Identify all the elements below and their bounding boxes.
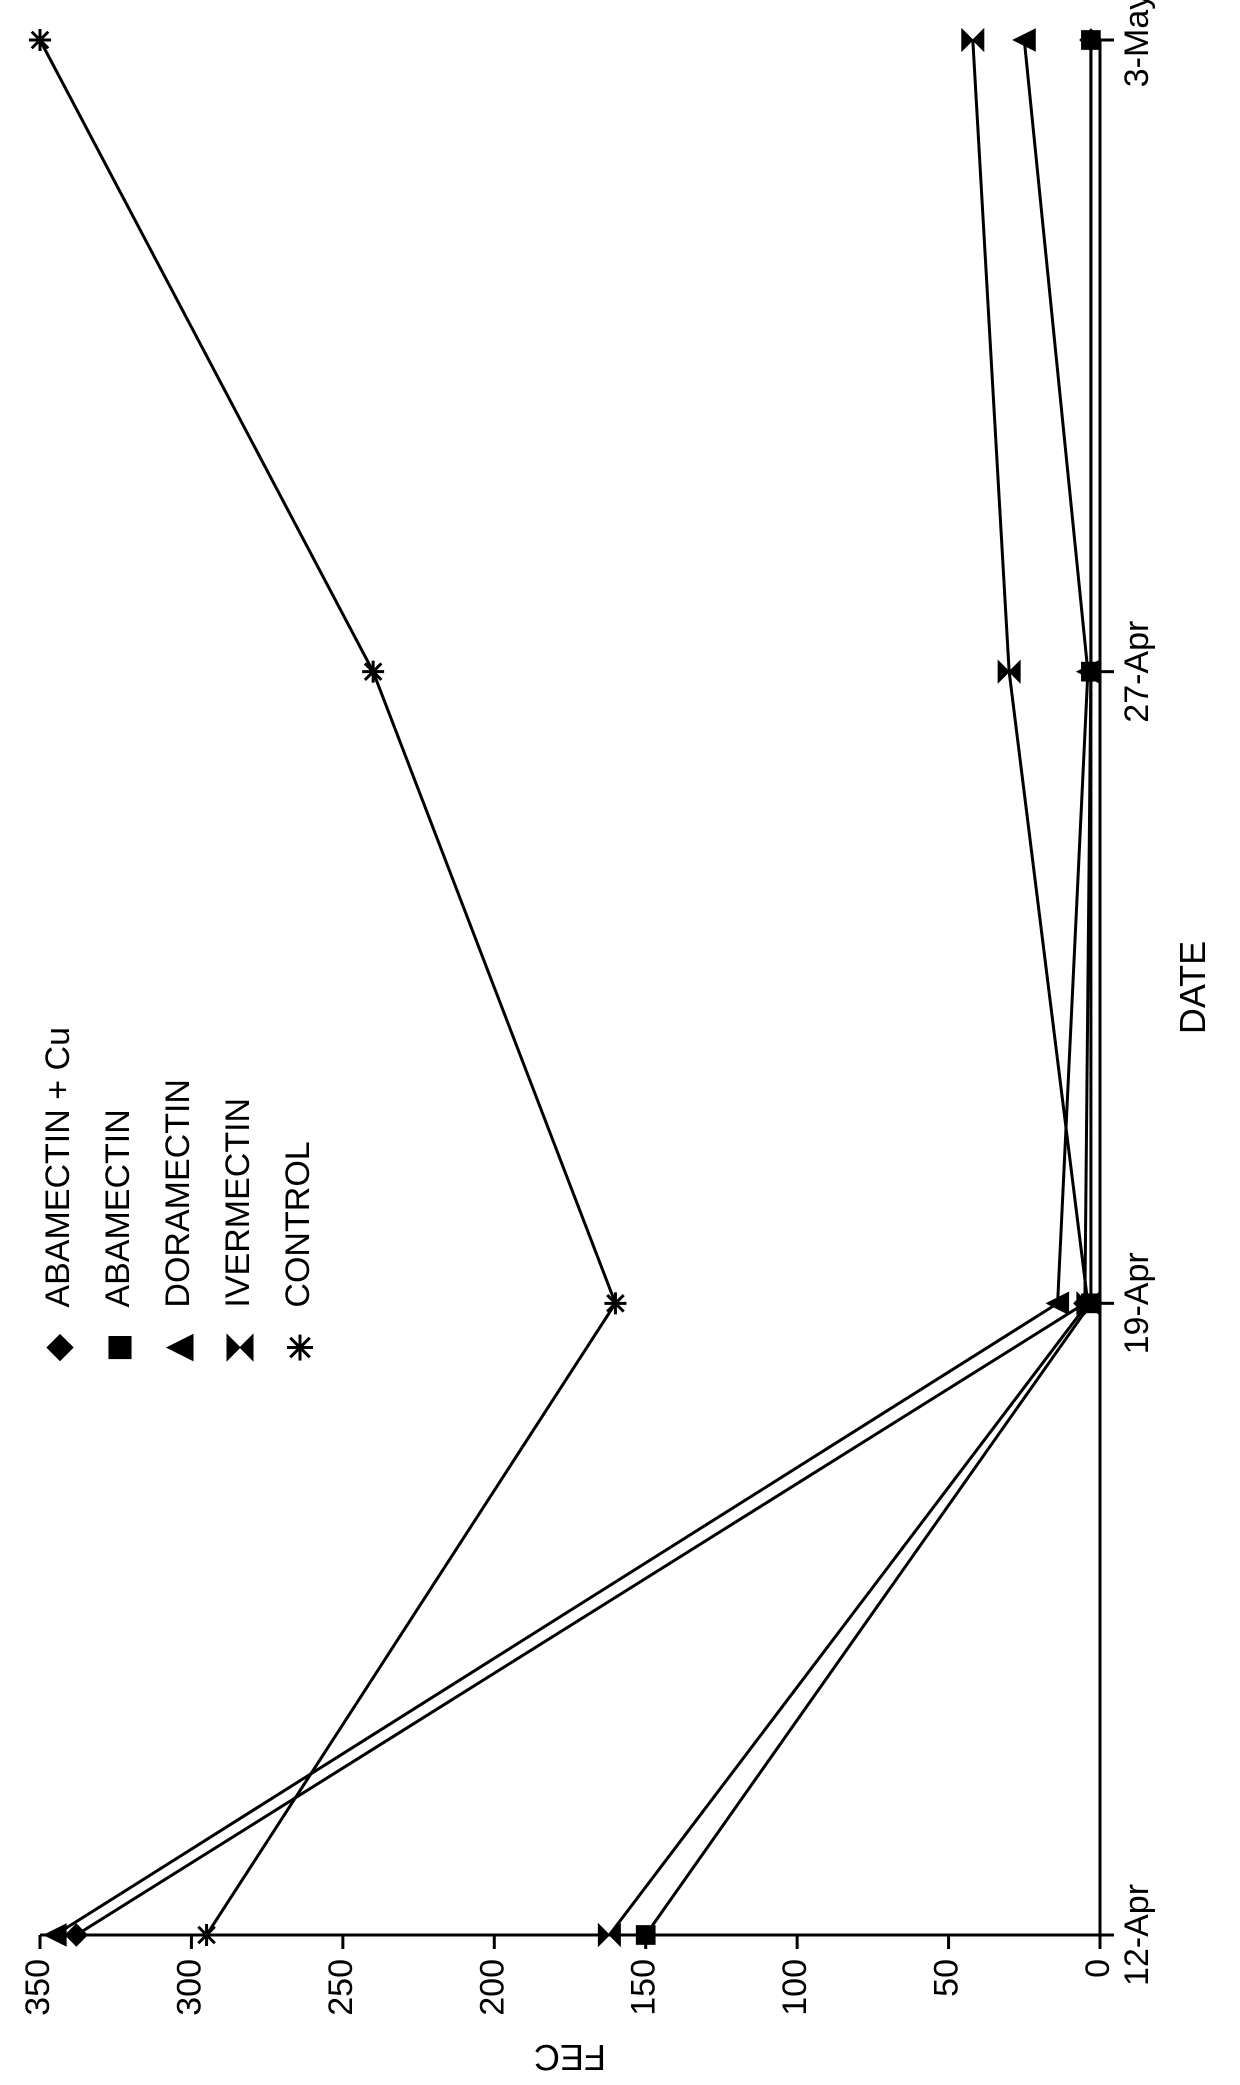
x-axis-label: DATE <box>1172 941 1213 1034</box>
y-tick-label: 200 <box>473 1959 511 2016</box>
series-line <box>609 40 1088 1935</box>
series-marker <box>1082 31 1101 50</box>
legend-item: ABAMECTIN + Cu <box>39 1027 77 1361</box>
y-tick-label: 50 <box>928 1959 966 1997</box>
legend-label: ABAMECTIN + Cu <box>39 1027 77 1308</box>
x-tick-label: 3-May <box>1118 0 1156 87</box>
series-marker <box>636 1926 655 1945</box>
x-tick-label: 12-Apr <box>1118 1884 1156 1986</box>
y-tick-label: 300 <box>170 1959 208 2016</box>
y-tick-label: 350 <box>19 1959 57 2016</box>
legend-item: CONTROL <box>279 1141 317 1360</box>
series-marker <box>362 661 384 683</box>
y-tick-label: 250 <box>322 1959 360 2016</box>
line-chart: 0 50 100 150 200 250 300 350 12-Apr 19-Apr 27-Apr 3… <box>0 0 1240 2085</box>
series-line <box>76 40 1091 1935</box>
series-marker <box>44 1924 66 1946</box>
y-axis-label: FEC <box>534 2037 606 2078</box>
x-tick-label: 19-Apr <box>1118 1252 1156 1354</box>
series-line <box>55 40 1088 1935</box>
legend-item: ABAMECTIN <box>99 1109 137 1358</box>
series-marker <box>598 1924 620 1946</box>
series-marker <box>29 29 51 51</box>
chart-container: 0 50 100 150 200 250 300 350 12-Apr 19-Apr 27-Apr 3… <box>0 0 1240 2085</box>
legend-item: DORAMECTIN <box>159 1079 197 1361</box>
y-tick-label: 0 <box>1079 1959 1117 1978</box>
series-marker <box>604 1292 626 1314</box>
y-tick-label: 150 <box>625 1959 663 2016</box>
y-tick-label: 100 <box>776 1959 814 2016</box>
x-tick-label: 27-Apr <box>1118 621 1156 723</box>
legend-label: CONTROL <box>279 1141 317 1307</box>
legend-label: IVERMECTIN <box>219 1098 257 1308</box>
legend-label: DORAMECTIN <box>159 1079 197 1308</box>
series-line <box>646 40 1091 1935</box>
series-marker <box>196 1924 218 1946</box>
legend-label: ABAMECTIN <box>99 1109 137 1307</box>
legend-item: IVERMECTIN <box>219 1098 257 1361</box>
